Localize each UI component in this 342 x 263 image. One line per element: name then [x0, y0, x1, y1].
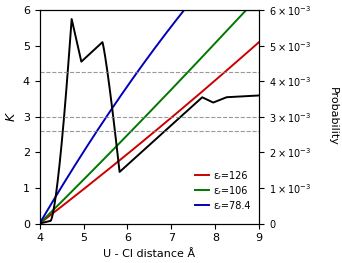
Y-axis label: K: K [4, 113, 17, 121]
Y-axis label: Probability: Probability [328, 87, 338, 146]
X-axis label: U - Cl distance Å: U - Cl distance Å [103, 249, 196, 259]
Legend: εᵣ=126, εᵣ=106, εᵣ=78.4: εᵣ=126, εᵣ=106, εᵣ=78.4 [191, 167, 254, 214]
